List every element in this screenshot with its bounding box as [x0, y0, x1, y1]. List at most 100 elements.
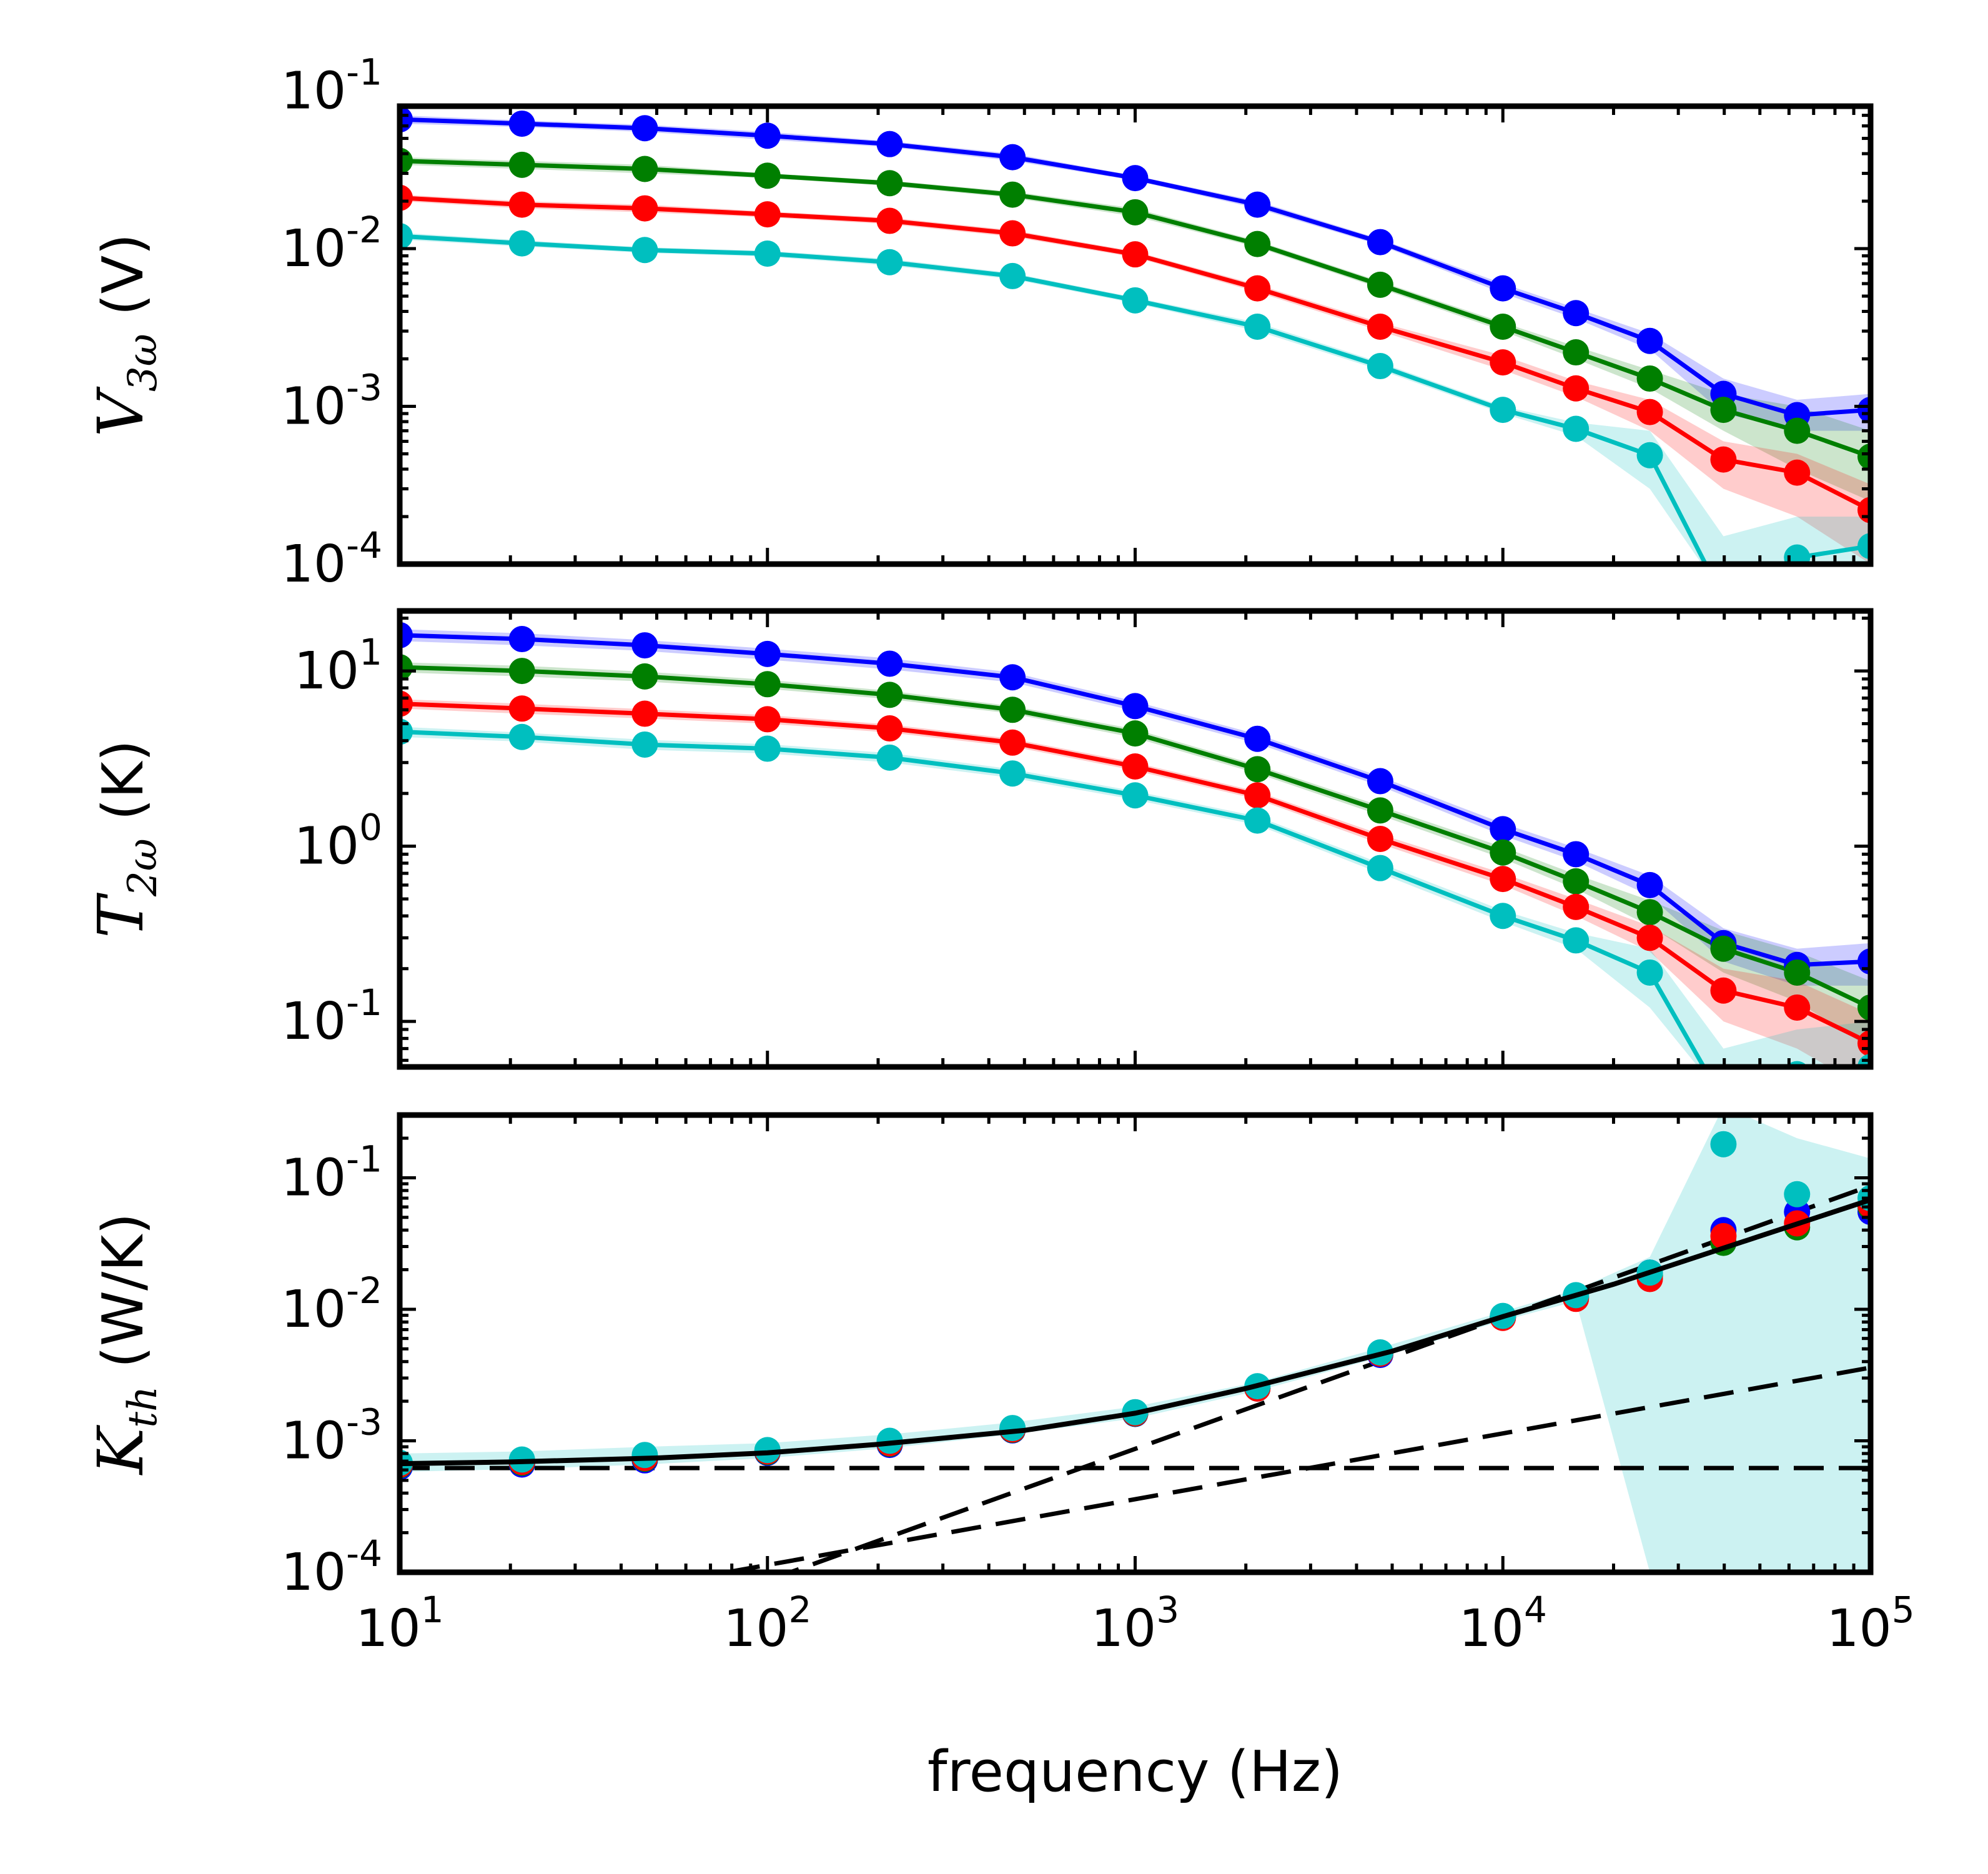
point-blue — [876, 650, 903, 677]
point-blue — [999, 144, 1026, 171]
point-cyan — [876, 744, 903, 771]
point-red — [400, 184, 413, 211]
point-blue — [1563, 300, 1590, 327]
ylabel-middle: T2ω (K) — [84, 740, 166, 938]
point-green — [1857, 994, 1871, 1021]
point-blue — [400, 622, 413, 648]
point-green — [1636, 365, 1663, 392]
fit-line-fit-total — [400, 1197, 1871, 1467]
point-blue — [1636, 871, 1663, 898]
point-cyan — [631, 731, 658, 758]
point-blue — [631, 115, 658, 142]
point-red — [1784, 994, 1811, 1021]
point-cyan — [1784, 1181, 1811, 1207]
plot-area-bottom — [400, 1115, 1871, 1572]
point-red — [1122, 753, 1149, 780]
point-green — [754, 671, 781, 698]
ticks-bottom — [398, 1113, 1872, 1574]
point-cyan — [1244, 807, 1271, 834]
point-blue — [876, 131, 903, 157]
plot-area-top — [400, 106, 1871, 564]
point-green — [1710, 935, 1737, 962]
ticks-top — [398, 104, 1872, 566]
point-red — [999, 729, 1026, 756]
point-green — [508, 658, 535, 685]
point-cyan — [1636, 959, 1663, 986]
point-red — [508, 695, 535, 722]
point-cyan — [508, 723, 535, 750]
point-green — [1490, 313, 1516, 340]
point-cyan — [1710, 1088, 1736, 1114]
point-red — [999, 220, 1026, 247]
point-green — [1563, 868, 1590, 895]
point-green — [999, 181, 1026, 208]
point-red — [1784, 459, 1811, 486]
fit-line-dashed-linear — [783, 1183, 1871, 1572]
point-blue — [1367, 229, 1393, 255]
point-red — [1367, 313, 1393, 340]
point-blue — [1122, 165, 1149, 192]
point-red — [754, 201, 781, 228]
point-green — [1244, 231, 1271, 257]
point-red — [1636, 399, 1663, 425]
point-green — [1710, 397, 1737, 424]
ytick-label: 10-3 — [281, 1401, 382, 1470]
point-red — [1122, 241, 1149, 268]
point-cyan — [1122, 287, 1149, 314]
xlabel: frequency (Hz) — [927, 1739, 1343, 1805]
point-green — [1367, 271, 1393, 298]
point-cyan — [1490, 397, 1516, 424]
point-red — [754, 706, 781, 733]
point-blue — [1490, 275, 1516, 302]
point-blue — [999, 664, 1026, 691]
point-red — [876, 207, 903, 234]
band-cyan — [400, 1115, 1871, 1572]
point-cyan — [631, 237, 658, 264]
point-green — [1367, 797, 1393, 824]
point-blue — [508, 626, 535, 653]
ylabel-top: V3ω (V) — [84, 234, 166, 437]
ytick-label: 10-2 — [281, 1269, 382, 1339]
point-red — [1490, 349, 1516, 376]
point-cyan — [400, 223, 413, 250]
point-green — [1244, 756, 1271, 783]
point-cyan — [1710, 1131, 1737, 1158]
ytick-label: 10-1 — [281, 1138, 382, 1207]
point-green — [1784, 417, 1811, 444]
point-red — [1710, 1222, 1737, 1249]
point-cyan — [1563, 927, 1590, 954]
point-green — [508, 151, 535, 178]
fit-line-dashed-sqrt — [714, 1365, 1871, 1572]
point-blue — [1244, 725, 1271, 752]
point-red — [1367, 826, 1393, 852]
point-green — [999, 697, 1026, 723]
point-green — [631, 663, 658, 690]
point-green — [754, 162, 781, 189]
panel-bottom: 10-4 10-3 10-2 10-1 101 102 103 104 105 Kth (W/K)… — [84, 1112, 1915, 1805]
ytick-label: 10-2 — [281, 209, 382, 279]
point-red — [1490, 866, 1516, 893]
point-cyan — [1122, 782, 1149, 809]
point-blue — [1244, 191, 1271, 218]
point-red — [1563, 375, 1590, 402]
point-green — [1122, 720, 1149, 747]
point-cyan — [631, 1442, 658, 1469]
point-cyan — [1367, 353, 1393, 380]
ytick-label: 100 — [294, 806, 382, 876]
point-blue — [1122, 693, 1149, 720]
point-cyan — [508, 230, 535, 257]
ytick-label: 10-4 — [281, 1532, 382, 1602]
point-cyan — [754, 735, 781, 762]
point-red — [1244, 275, 1271, 302]
ylabel-bottom: Kth (W/K) — [84, 1213, 166, 1476]
panel-middle: 10-1 100 101 T2ω (K) — [84, 608, 1874, 1114]
point-green — [1636, 899, 1663, 926]
panel-top: 10-4 10-3 10-2 10-1 V3ω (V) — [84, 51, 1874, 594]
point-blue — [1367, 768, 1393, 795]
point-red — [1710, 446, 1737, 473]
point-blue — [1636, 327, 1663, 354]
point-blue — [508, 110, 535, 137]
point-cyan — [754, 1437, 781, 1464]
ytick-label: 10-3 — [281, 367, 382, 437]
